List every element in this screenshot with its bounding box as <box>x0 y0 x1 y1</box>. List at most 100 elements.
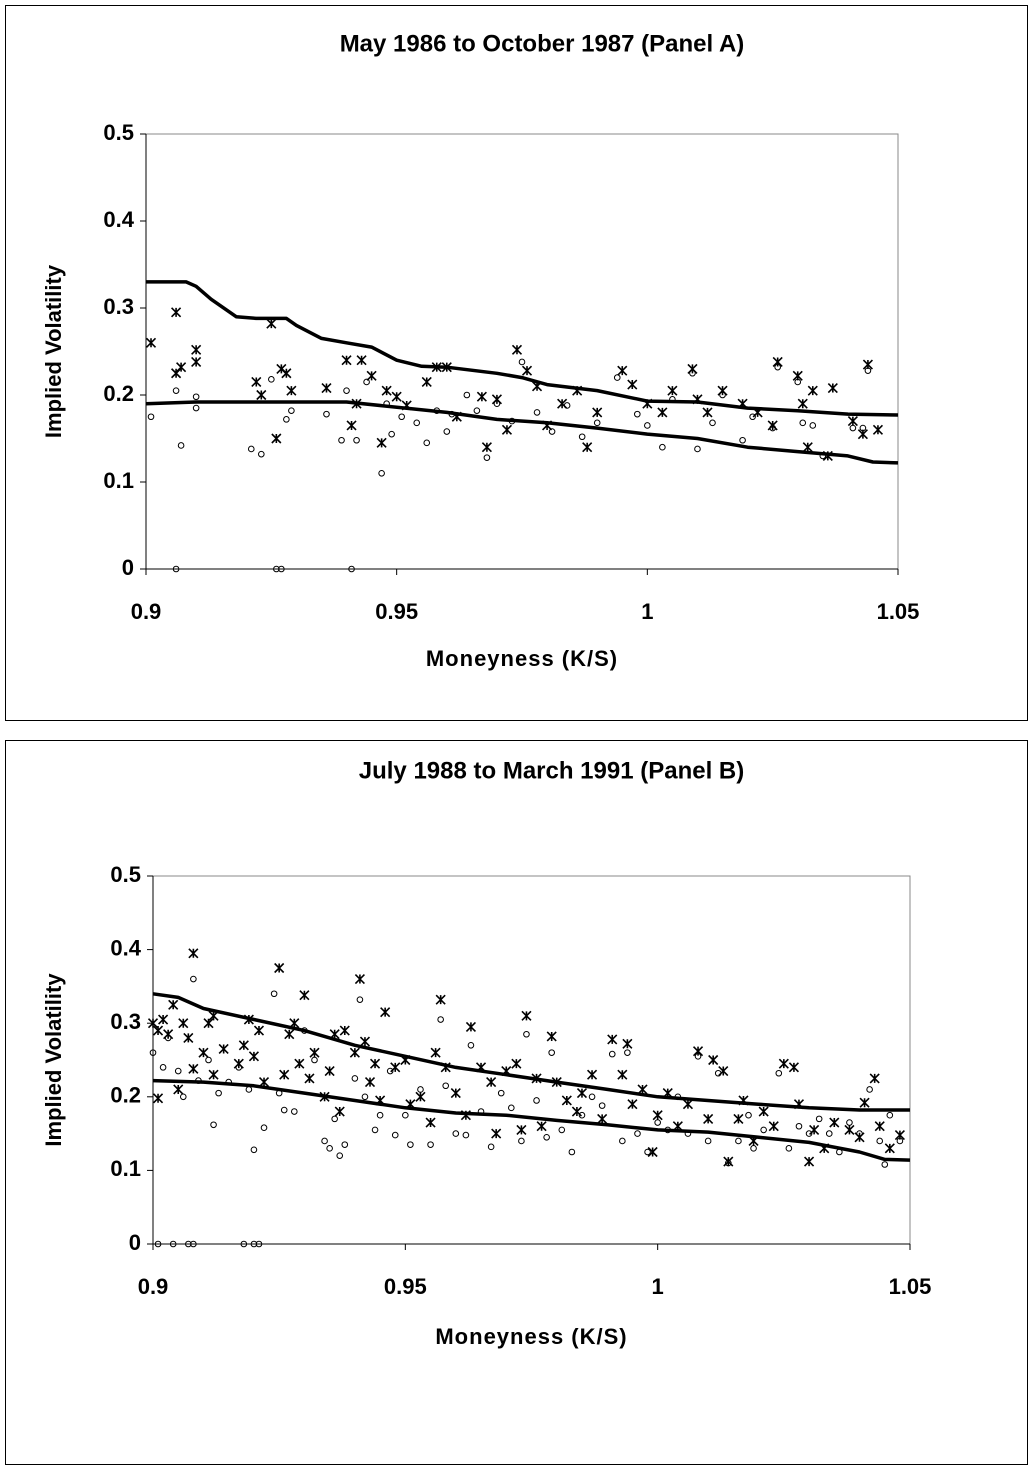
circle-point <box>177 442 185 449</box>
circle-point <box>386 1067 394 1075</box>
x-tick-label: 0.95 <box>375 599 418 624</box>
asterisk-point <box>884 1143 895 1154</box>
asterisk-point <box>376 437 387 448</box>
asterisk-point <box>844 1124 855 1135</box>
circle-point <box>154 1240 162 1248</box>
circle-point <box>361 1093 369 1101</box>
chart-title: May 1986 to October 1987 (Panel A) <box>340 30 745 57</box>
x-tick-label: 1 <box>641 599 653 624</box>
asterisk-point <box>145 337 157 348</box>
circle-point <box>593 419 601 427</box>
asterisk-point <box>586 1069 598 1080</box>
asterisk-point <box>491 1128 502 1139</box>
circle-point <box>210 1121 217 1129</box>
circle-point <box>331 1115 338 1123</box>
asterisk-point <box>183 1032 194 1043</box>
circle-point <box>413 419 421 427</box>
circle-point <box>598 1102 606 1109</box>
circle-point <box>391 1131 399 1139</box>
circle-point <box>437 1016 444 1023</box>
circle-point <box>442 1082 450 1090</box>
circle-point <box>497 1089 505 1097</box>
circle-point <box>291 1108 298 1115</box>
asterisk-point <box>847 416 858 427</box>
circle-point <box>619 1137 626 1145</box>
asterisk-point <box>859 1097 870 1108</box>
circle-point <box>533 1097 540 1104</box>
asterisk-point <box>450 1088 461 1099</box>
x-tick-label: 0.9 <box>131 599 162 624</box>
circle-point <box>881 1161 889 1168</box>
x-tick-label: 0.9 <box>138 1274 169 1299</box>
circle-point <box>260 1124 268 1132</box>
asterisk-point <box>425 1117 436 1128</box>
circle-point <box>578 433 586 441</box>
circle-point <box>452 1130 460 1137</box>
asterisk-point <box>390 1062 401 1073</box>
circle-point <box>247 445 255 453</box>
circle-point <box>760 1126 767 1134</box>
asterisk-point <box>592 407 603 418</box>
asterisk-point <box>218 1043 229 1055</box>
circle-point <box>235 1064 243 1071</box>
y-tick-label: 0.3 <box>103 294 134 319</box>
circle-point <box>795 1122 803 1130</box>
y-tick-label: 0.2 <box>103 381 134 406</box>
asterisk-point <box>481 442 492 453</box>
circle-point <box>896 1137 904 1145</box>
asterisk-point <box>356 355 367 366</box>
circle-point <box>378 470 385 477</box>
asterisk-point <box>324 1065 335 1077</box>
asterisk-point <box>804 1156 815 1167</box>
circle-point <box>739 436 746 444</box>
asterisk-point <box>869 1073 880 1084</box>
asterisk-point <box>191 344 202 355</box>
circle-point <box>467 1041 475 1049</box>
circle-point <box>719 391 726 399</box>
asterisk-point <box>723 1156 734 1167</box>
asterisk-point <box>561 1095 572 1106</box>
plot-area <box>145 133 899 570</box>
circle-point <box>568 1148 576 1156</box>
circle-point <box>483 454 491 461</box>
circle-point <box>634 410 641 418</box>
asterisk-point <box>266 318 277 329</box>
asterisk-point <box>321 382 332 394</box>
circle-point <box>280 1106 288 1114</box>
circle-point <box>338 436 345 444</box>
asterisk-point <box>198 1047 209 1058</box>
circle-point <box>164 1034 172 1042</box>
x-tick-label: 1.05 <box>889 1274 932 1299</box>
asterisk-point <box>809 1124 820 1135</box>
asterisk-point <box>281 368 292 379</box>
asterisk-point <box>652 1110 663 1121</box>
asterisk-point <box>607 1034 618 1045</box>
asterisk-point <box>152 1025 164 1036</box>
circle-point <box>613 374 621 381</box>
circle-point <box>402 1111 409 1119</box>
asterisk-point <box>733 1113 744 1124</box>
asterisk-point <box>657 407 668 418</box>
circle-point <box>283 416 290 423</box>
circle-point <box>634 1130 641 1137</box>
circle-point <box>351 1075 359 1082</box>
asterisk-point <box>334 1106 345 1117</box>
circle-point <box>749 413 756 421</box>
circle-point <box>423 439 431 447</box>
circle-point <box>159 1064 167 1071</box>
circle-point <box>174 1067 182 1075</box>
asterisk-point <box>827 382 838 394</box>
circle-point <box>278 565 285 573</box>
curve <box>152 1078 911 1162</box>
circle-point <box>363 378 370 386</box>
circle-point <box>149 1049 157 1056</box>
circle-point <box>215 1089 222 1097</box>
circle-point <box>624 1049 631 1056</box>
x-tick-label: 1.05 <box>877 599 920 624</box>
circle-point <box>172 565 180 573</box>
circle-point <box>493 400 501 408</box>
asterisk-point <box>274 962 285 974</box>
asterisk-point <box>366 370 377 381</box>
asterisk-point <box>708 1054 719 1066</box>
